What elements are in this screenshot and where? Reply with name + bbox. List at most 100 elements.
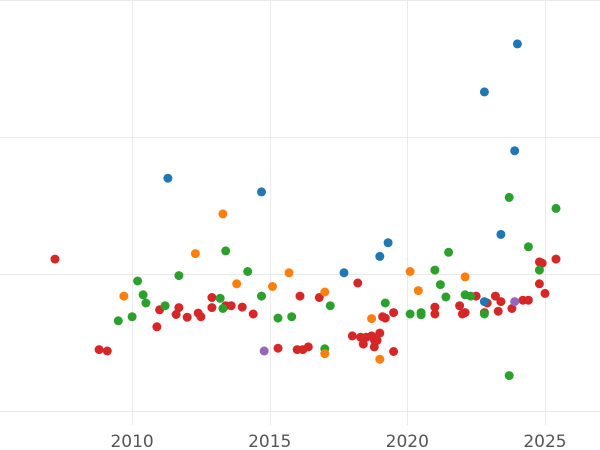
data-point <box>460 272 470 282</box>
data-point <box>496 229 506 239</box>
data-point <box>493 306 503 316</box>
data-point <box>314 293 324 302</box>
data-point <box>325 301 335 311</box>
data-point <box>196 312 206 322</box>
data-point <box>237 302 247 312</box>
data-point <box>534 279 544 289</box>
data-point <box>358 339 368 349</box>
data-point <box>353 278 363 288</box>
data-point <box>367 314 377 324</box>
data-point <box>405 267 415 276</box>
series-group <box>50 254 561 356</box>
data-point <box>551 254 561 264</box>
data-point <box>50 254 60 264</box>
data-point <box>207 293 217 302</box>
data-point <box>490 291 500 301</box>
data-point <box>152 322 162 332</box>
data-point <box>430 309 440 319</box>
data-point <box>215 293 225 303</box>
series-group <box>259 297 520 356</box>
data-point <box>496 297 506 307</box>
data-point <box>259 346 269 356</box>
data-point <box>141 298 151 308</box>
data-point <box>441 292 451 302</box>
data-point <box>504 192 514 202</box>
data-point <box>430 302 440 312</box>
data-point <box>405 309 415 319</box>
data-point <box>284 268 294 278</box>
data-point <box>551 203 561 213</box>
series-group <box>113 192 561 381</box>
data-point <box>372 336 382 345</box>
x-axis-ticks: 2010 2015 2020 2025 <box>110 432 566 450</box>
data-point <box>273 343 283 353</box>
data-point <box>455 301 465 311</box>
data-point <box>320 349 330 359</box>
data-point <box>347 331 357 341</box>
data-point <box>226 301 236 311</box>
data-point <box>389 308 399 318</box>
data-point <box>94 345 104 355</box>
data-point <box>523 295 533 305</box>
points-layer <box>50 39 561 381</box>
x-tick-label: 2025 <box>523 432 566 450</box>
data-point <box>102 346 112 356</box>
data-point <box>383 238 393 248</box>
x-tick-label: 2015 <box>248 432 291 450</box>
data-point <box>466 291 476 301</box>
data-point <box>207 303 217 313</box>
grid-layer <box>0 0 600 425</box>
data-point <box>174 303 184 313</box>
data-point <box>512 39 522 49</box>
data-point <box>232 279 242 289</box>
data-point <box>540 288 550 298</box>
data-point <box>523 242 533 252</box>
data-point <box>248 309 258 319</box>
data-point <box>174 271 184 281</box>
data-point <box>435 280 445 290</box>
data-point <box>444 247 454 257</box>
data-point <box>510 297 520 307</box>
data-point <box>375 328 385 338</box>
data-point <box>510 146 520 156</box>
series-group <box>119 209 470 364</box>
data-point <box>119 291 129 301</box>
data-point <box>295 291 305 301</box>
data-point <box>504 371 514 381</box>
data-point <box>182 312 192 322</box>
x-tick-label: 2010 <box>110 432 153 450</box>
data-point <box>268 282 277 291</box>
x-tick-label: 2020 <box>386 432 429 450</box>
data-point <box>430 265 440 275</box>
series-group <box>163 39 522 307</box>
data-point <box>320 287 330 297</box>
data-point <box>507 304 517 313</box>
data-point <box>479 87 489 97</box>
data-point <box>375 354 385 364</box>
data-point <box>127 312 137 322</box>
data-point <box>479 297 489 307</box>
data-point <box>171 310 181 319</box>
data-point <box>303 342 313 352</box>
data-point <box>389 347 399 356</box>
data-point <box>243 267 253 276</box>
data-point <box>113 316 123 326</box>
data-point <box>133 276 143 286</box>
data-point <box>257 187 266 197</box>
data-point <box>257 291 266 301</box>
data-point <box>287 312 297 322</box>
data-point <box>221 246 231 256</box>
data-point <box>380 298 390 308</box>
data-point <box>479 309 489 319</box>
data-point <box>218 304 228 313</box>
data-point <box>339 268 349 278</box>
data-point <box>413 286 423 296</box>
data-point <box>273 313 283 323</box>
data-point <box>416 310 426 320</box>
data-point <box>138 290 148 300</box>
data-point <box>218 209 228 219</box>
data-point <box>160 301 170 311</box>
data-point <box>534 265 544 275</box>
